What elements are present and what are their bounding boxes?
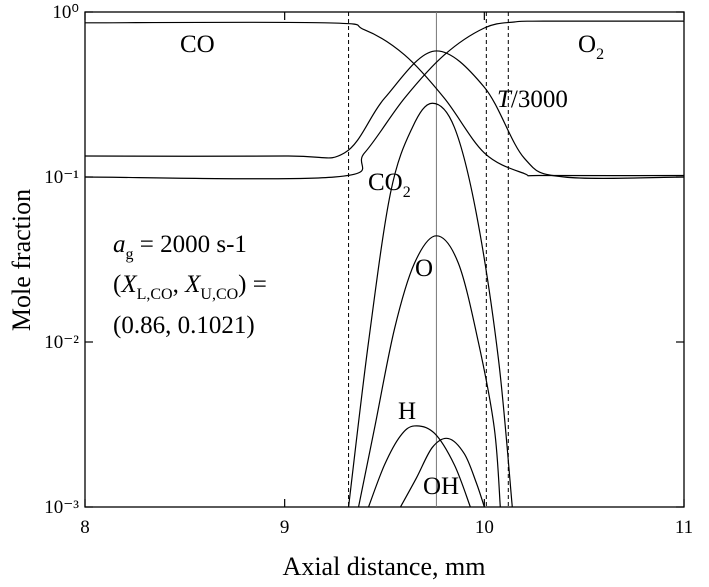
annotation-part: , (173, 271, 186, 298)
annotation-part: a (113, 231, 126, 258)
annotation-part: CO (180, 31, 215, 58)
annotation-part: L,CO (137, 286, 173, 303)
x-axis-label: Axial distance, mm (283, 552, 486, 581)
annotation: O (415, 255, 433, 282)
annotation: (0.86, 0.1021) (113, 312, 255, 339)
annotation: ag = 2000 s-1 (113, 231, 247, 263)
annotation-part: ( (113, 271, 121, 298)
line-series (399, 437, 485, 507)
annotation-part: T (497, 86, 513, 113)
line-series (85, 50, 684, 179)
line-series (367, 425, 471, 507)
plot-area (85, 12, 684, 507)
x-tick-label: 10 (475, 517, 494, 538)
plot-frame (84, 11, 685, 508)
annotation-part: O (578, 31, 596, 58)
annotation-part: = 2000 s-1 (134, 231, 247, 258)
annotation-part: (0.86, 0.1021) (113, 312, 255, 339)
line-series (85, 20, 684, 180)
x-tick-label: 11 (675, 517, 693, 538)
x-tick-label: 9 (280, 517, 290, 538)
annotation-part: O (415, 255, 433, 282)
annotation-part: 2 (403, 184, 411, 201)
y-tick-label: 10⁻² (44, 332, 79, 353)
y-axis-label: Mole fraction (7, 189, 36, 331)
annotation: CO2 (368, 169, 411, 201)
annotation: O2 (578, 31, 604, 63)
annotation: T/3000 (497, 86, 568, 113)
y-tick-label: 10⁻³ (44, 497, 79, 518)
annotation-part: OH (423, 473, 459, 500)
annotation-part: H (398, 398, 416, 425)
annotation-part: 2 (596, 46, 604, 63)
annotation-part: U,CO (200, 286, 238, 303)
annotation-part: X (184, 271, 202, 298)
line-series (347, 102, 513, 507)
annotation: CO (180, 31, 215, 58)
y-tick-label: 10⁻¹ (44, 167, 79, 188)
annotation: OH (423, 473, 459, 500)
line-series (357, 235, 501, 507)
annotation: H (398, 398, 416, 425)
annotation-part: /3000 (511, 86, 568, 113)
annotation-part: CO (368, 169, 403, 196)
annotation-part: ) = (238, 271, 267, 298)
line-series (85, 21, 684, 177)
x-tick-label: 8 (80, 517, 90, 538)
y-tick-label: 10⁰ (52, 2, 79, 23)
annotation: (XL,CO, XU,CO) = (113, 271, 267, 303)
annotation-part: X (120, 271, 138, 298)
annotation-part: g (126, 246, 134, 263)
